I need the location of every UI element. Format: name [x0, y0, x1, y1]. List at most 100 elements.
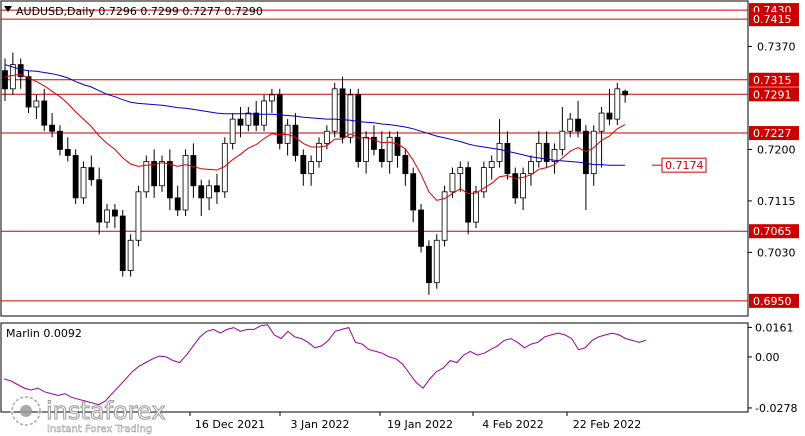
- candle-body: [583, 130, 589, 175]
- candle-body: [465, 167, 472, 223]
- y-tick-label: 0.7200: [757, 143, 796, 156]
- candle-body: [96, 179, 103, 223]
- level-label: 0.7315: [753, 74, 792, 87]
- annotation-box: [661, 157, 707, 173]
- candle-body: [614, 88, 621, 120]
- candle-body: [323, 130, 330, 144]
- level-label: 0.7415: [753, 13, 792, 26]
- candle-body: [2, 70, 8, 90]
- price-axis: 0.74300.74150.73150.72910.72270.70650.69…: [748, 3, 799, 415]
- candle-body: [64, 149, 71, 156]
- candle-body: [551, 149, 558, 162]
- candle-body: [606, 112, 613, 120]
- candle-body: [276, 94, 283, 144]
- candle-body: [214, 185, 220, 193]
- fast-ma-line: [4, 73, 626, 201]
- y-tick-label: 0.7030: [757, 246, 796, 259]
- candle-body: [229, 118, 236, 144]
- level-label: 0.7291: [753, 88, 792, 101]
- candle-body: [112, 209, 118, 217]
- candle-body: [441, 191, 448, 241]
- candle-body: [433, 239, 440, 284]
- candle-body: [135, 191, 142, 241]
- candle-body: [174, 197, 181, 211]
- y-tick-label: 0.7370: [757, 40, 796, 53]
- candle-body: [590, 130, 597, 175]
- candle-body: [72, 155, 79, 199]
- x-tick-label: 19 Jan 2022: [387, 418, 453, 431]
- candle-body: [347, 94, 354, 138]
- candle-body: [425, 245, 432, 284]
- candle-body: [80, 167, 87, 199]
- instaforex-logo: [10, 395, 42, 427]
- candle-body: [206, 185, 213, 199]
- candle-body: [245, 112, 252, 126]
- level-label: 0.6950: [753, 295, 792, 308]
- candle-body: [480, 167, 487, 193]
- candle-body: [394, 136, 401, 156]
- candle-body: [104, 209, 110, 223]
- indicator-pane: [3, 324, 647, 406]
- candle-body: [25, 76, 32, 108]
- candle-body: [308, 161, 315, 175]
- price-pane-frame: [0, 0, 749, 317]
- indicator-pane-frame: [0, 322, 749, 413]
- candle-body: [496, 142, 503, 162]
- candle-body: [9, 64, 16, 90]
- annotation-label: 0.7174: [665, 159, 704, 172]
- x-tick-label: 16 Dec 2021: [195, 418, 265, 431]
- candle-body: [473, 191, 479, 223]
- candle-body: [143, 161, 150, 193]
- time-axis: 16 Dec 2021 3 Jan 2022 19 Jan 2022 4 Feb 20…: [189, 412, 641, 431]
- watermark-tagline: Instant Forex Trading: [47, 424, 152, 435]
- candle-body: [535, 142, 542, 162]
- candle-body: [543, 142, 550, 162]
- level-label: 0.7227: [753, 127, 792, 140]
- price-pane: 0.7174: [1, 9, 748, 302]
- candle-body: [190, 155, 197, 187]
- candle-body: [166, 161, 173, 199]
- candle-body: [386, 136, 393, 162]
- candle-body: [88, 167, 95, 181]
- candle-body: [418, 209, 424, 247]
- candle-body: [402, 155, 409, 175]
- candle-body: [378, 149, 385, 162]
- candle-body: [339, 88, 346, 138]
- candle-body: [119, 215, 126, 271]
- candle-body: [182, 155, 189, 211]
- candle-body: [300, 155, 307, 175]
- y-tick-label: 0.7115: [757, 195, 796, 208]
- candle-body: [33, 100, 40, 108]
- candle-body: [567, 118, 574, 132]
- indicator-y-tick-label: 0.0161: [755, 321, 794, 334]
- x-tick-label: 22 Feb 2022: [573, 418, 641, 431]
- candle-body: [331, 88, 338, 132]
- level-label: 0.7065: [753, 225, 792, 238]
- candle-body: [292, 124, 299, 156]
- candle-body: [371, 136, 377, 150]
- indicator-y-tick-label: 0.00: [755, 351, 780, 364]
- collapse-arrow-icon[interactable]: [4, 6, 12, 12]
- candle-body: [151, 161, 158, 187]
- candle-body: [261, 100, 267, 126]
- candle-body: [17, 64, 24, 78]
- candle-body: [49, 124, 55, 132]
- candle-body: [237, 118, 244, 126]
- candle-body: [41, 100, 48, 126]
- candle-body: [512, 173, 519, 199]
- candle-body: [488, 161, 495, 168]
- candle-body: [198, 185, 205, 199]
- candle-body: [559, 130, 566, 150]
- level-label-box: [749, 293, 799, 308]
- level-label-box: [749, 224, 799, 239]
- x-tick-label: 3 Jan 2022: [291, 418, 350, 431]
- x-tick-label: 4 Feb 2022: [482, 418, 543, 431]
- candle-body: [355, 94, 362, 162]
- candle-body: [520, 173, 526, 199]
- level-label-box: [749, 87, 799, 102]
- candle-body: [410, 173, 417, 211]
- candle-body: [127, 239, 134, 271]
- candle-body: [598, 112, 605, 132]
- marlin-line: [3, 324, 647, 406]
